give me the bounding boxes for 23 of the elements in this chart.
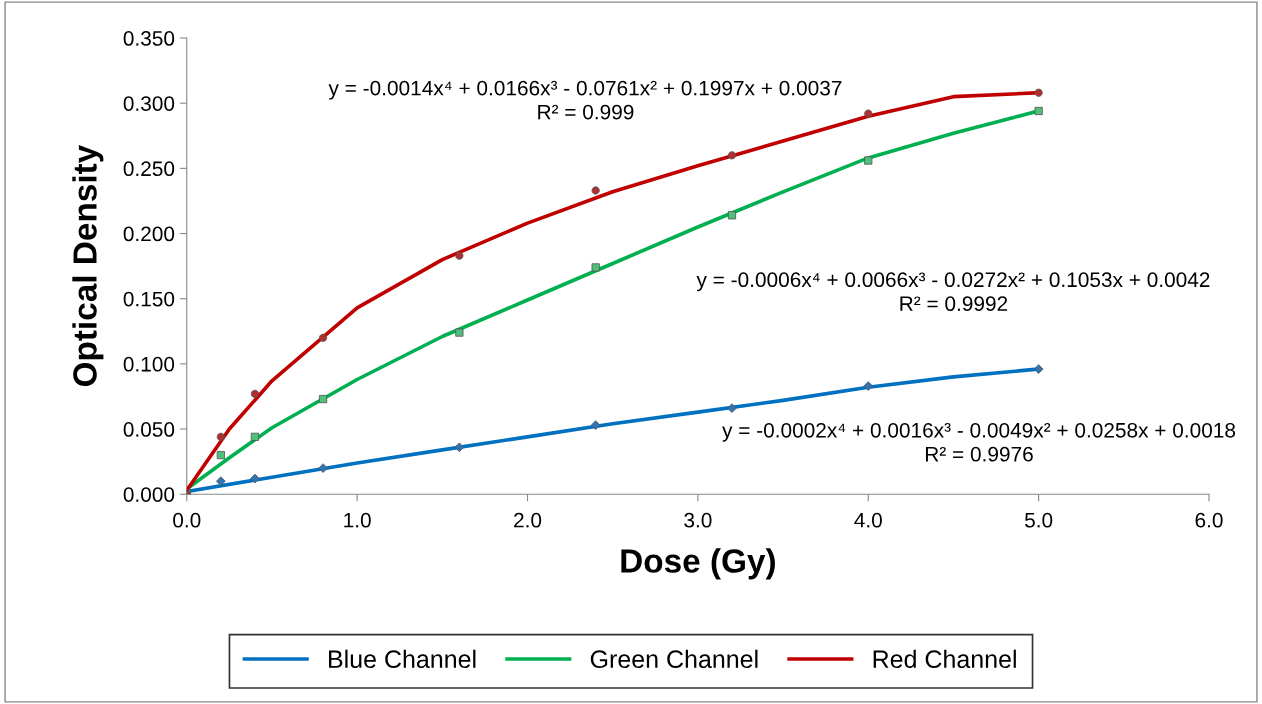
y-tick-label: 0.300 [123, 96, 175, 111]
annotation: y = -0.0006x⁴ + 0.0066x³ - 0.0272x² + 0.1053x + 0.0042 R² = 0.9992 [696, 272, 1210, 312]
annotation: y = -0.0014x⁴ + 0.0166x³ - 0.0761x² + 0.1997x + 0.0037 R² = 0.999 [328, 80, 842, 120]
y-tick-label: 0.150 [123, 291, 175, 307]
annotation: y = -0.0002x⁴ + 0.0016x³ - 0.0049x² + 0.0258x + 0.0018 R² = 0.9976 [722, 422, 1236, 462]
x-tick-label: 1.0 [344, 512, 371, 528]
legend-label: Blue Channel [329, 649, 476, 669]
x-tick-label: 3.0 [684, 512, 712, 528]
legend-label: Green Channel [590, 649, 758, 669]
legend-label: Red Channel [873, 649, 1016, 669]
x-tick-label: 4.0 [854, 512, 882, 528]
y-tick-label: 0.050 [123, 422, 175, 437]
x-tick-label: 2.0 [514, 512, 542, 528]
y-tick-label: 0.000 [123, 487, 175, 502]
x-tick-label: 5.0 [1024, 512, 1053, 528]
x-tick-label: 0.0 [173, 512, 201, 528]
y-tick-label: 0.250 [123, 161, 175, 177]
x-axis-title: Dose (Gy) [621, 548, 775, 580]
y-axis-title: Optical Density [72, 144, 104, 387]
y-tick-label: 0.350 [123, 31, 175, 46]
y-tick-label: 0.100 [123, 356, 175, 372]
y-tick-label: 0.200 [123, 226, 175, 242]
x-tick-label: 6.0 [1195, 512, 1223, 528]
